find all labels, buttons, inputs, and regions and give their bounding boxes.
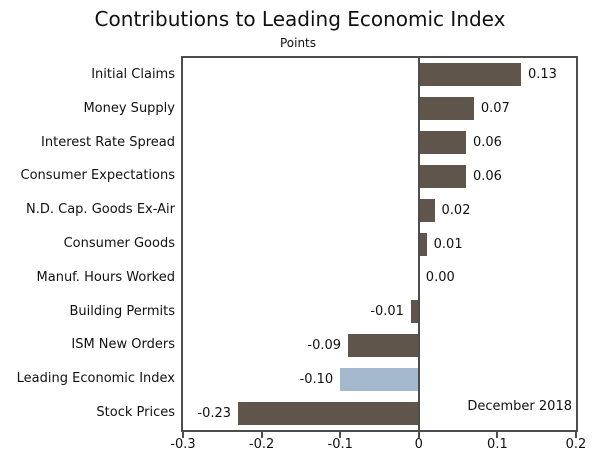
category-label: Stock Prices <box>96 405 175 421</box>
chart-title: Contributions to Leading Economic Index <box>94 7 506 31</box>
date-annotation: December 2018 <box>467 399 572 414</box>
x-tick-mark <box>182 432 184 438</box>
x-tick-label: -0.3 <box>170 437 196 452</box>
bar-money-supply <box>418 97 474 121</box>
x-tick-mark <box>260 432 263 438</box>
x-tick-label: -0.1 <box>327 437 353 452</box>
category-label: Consumer Expectations <box>20 168 175 184</box>
bar-interest-rate-spread <box>418 131 466 155</box>
x-tick-mark <box>339 432 342 438</box>
bar-building-permits <box>410 300 419 324</box>
x-tick-mark <box>496 432 499 438</box>
category-label: Interest Rate Spread <box>41 134 175 150</box>
bar-consumer-expectations <box>418 164 466 188</box>
zero-axis-line <box>417 58 420 430</box>
category-label: Consumer Goods <box>63 236 175 251</box>
x-tick-label: 0.2 <box>565 437 587 452</box>
plot-area: 0.13 0.07 0.06 0.06 0.02 0.01 0.00 -0.01 -0.09 -0… <box>181 56 578 432</box>
value-label: -0.23 <box>197 405 232 421</box>
category-label: Initial Claims <box>91 66 175 82</box>
value-label: -0.09 <box>307 337 342 353</box>
value-label: 0.06 <box>472 135 502 151</box>
value-label: 0.06 <box>472 168 502 184</box>
x-tick-label: -0.2 <box>248 437 275 452</box>
value-label: -0.01 <box>370 304 404 320</box>
category-label: Building Permits <box>69 303 175 319</box>
bar-n-d-cap-goods-ex-air <box>418 198 435 222</box>
bar-consumer-goods <box>418 232 427 256</box>
category-label: Money Supply <box>83 100 175 116</box>
bar-initial-claims <box>418 63 521 87</box>
x-tick-label: 0.1 <box>487 437 508 452</box>
x-tick-mark <box>417 432 420 438</box>
bar-stock-prices <box>238 401 419 425</box>
x-tick-mark <box>575 432 577 438</box>
category-label: N.D. Cap. Goods Ex-Air <box>26 202 175 218</box>
value-label: -0.10 <box>299 371 334 387</box>
bar-ism-new-orders <box>348 333 419 357</box>
category-label: ISM New Orders <box>71 337 175 353</box>
category-label: Manuf. Hours Worked <box>36 269 175 285</box>
value-label: 0.13 <box>527 67 557 83</box>
value-label: 0.07 <box>480 101 510 117</box>
chart-units-label: Points <box>279 36 317 50</box>
bar-leading-economic-index <box>340 367 419 391</box>
value-label: 0.01 <box>433 236 463 252</box>
value-label: 0.00 <box>425 270 455 286</box>
x-tick-label: 0 <box>414 437 423 452</box>
category-label: Leading Economic Index <box>16 371 175 387</box>
value-label: 0.02 <box>441 202 471 218</box>
